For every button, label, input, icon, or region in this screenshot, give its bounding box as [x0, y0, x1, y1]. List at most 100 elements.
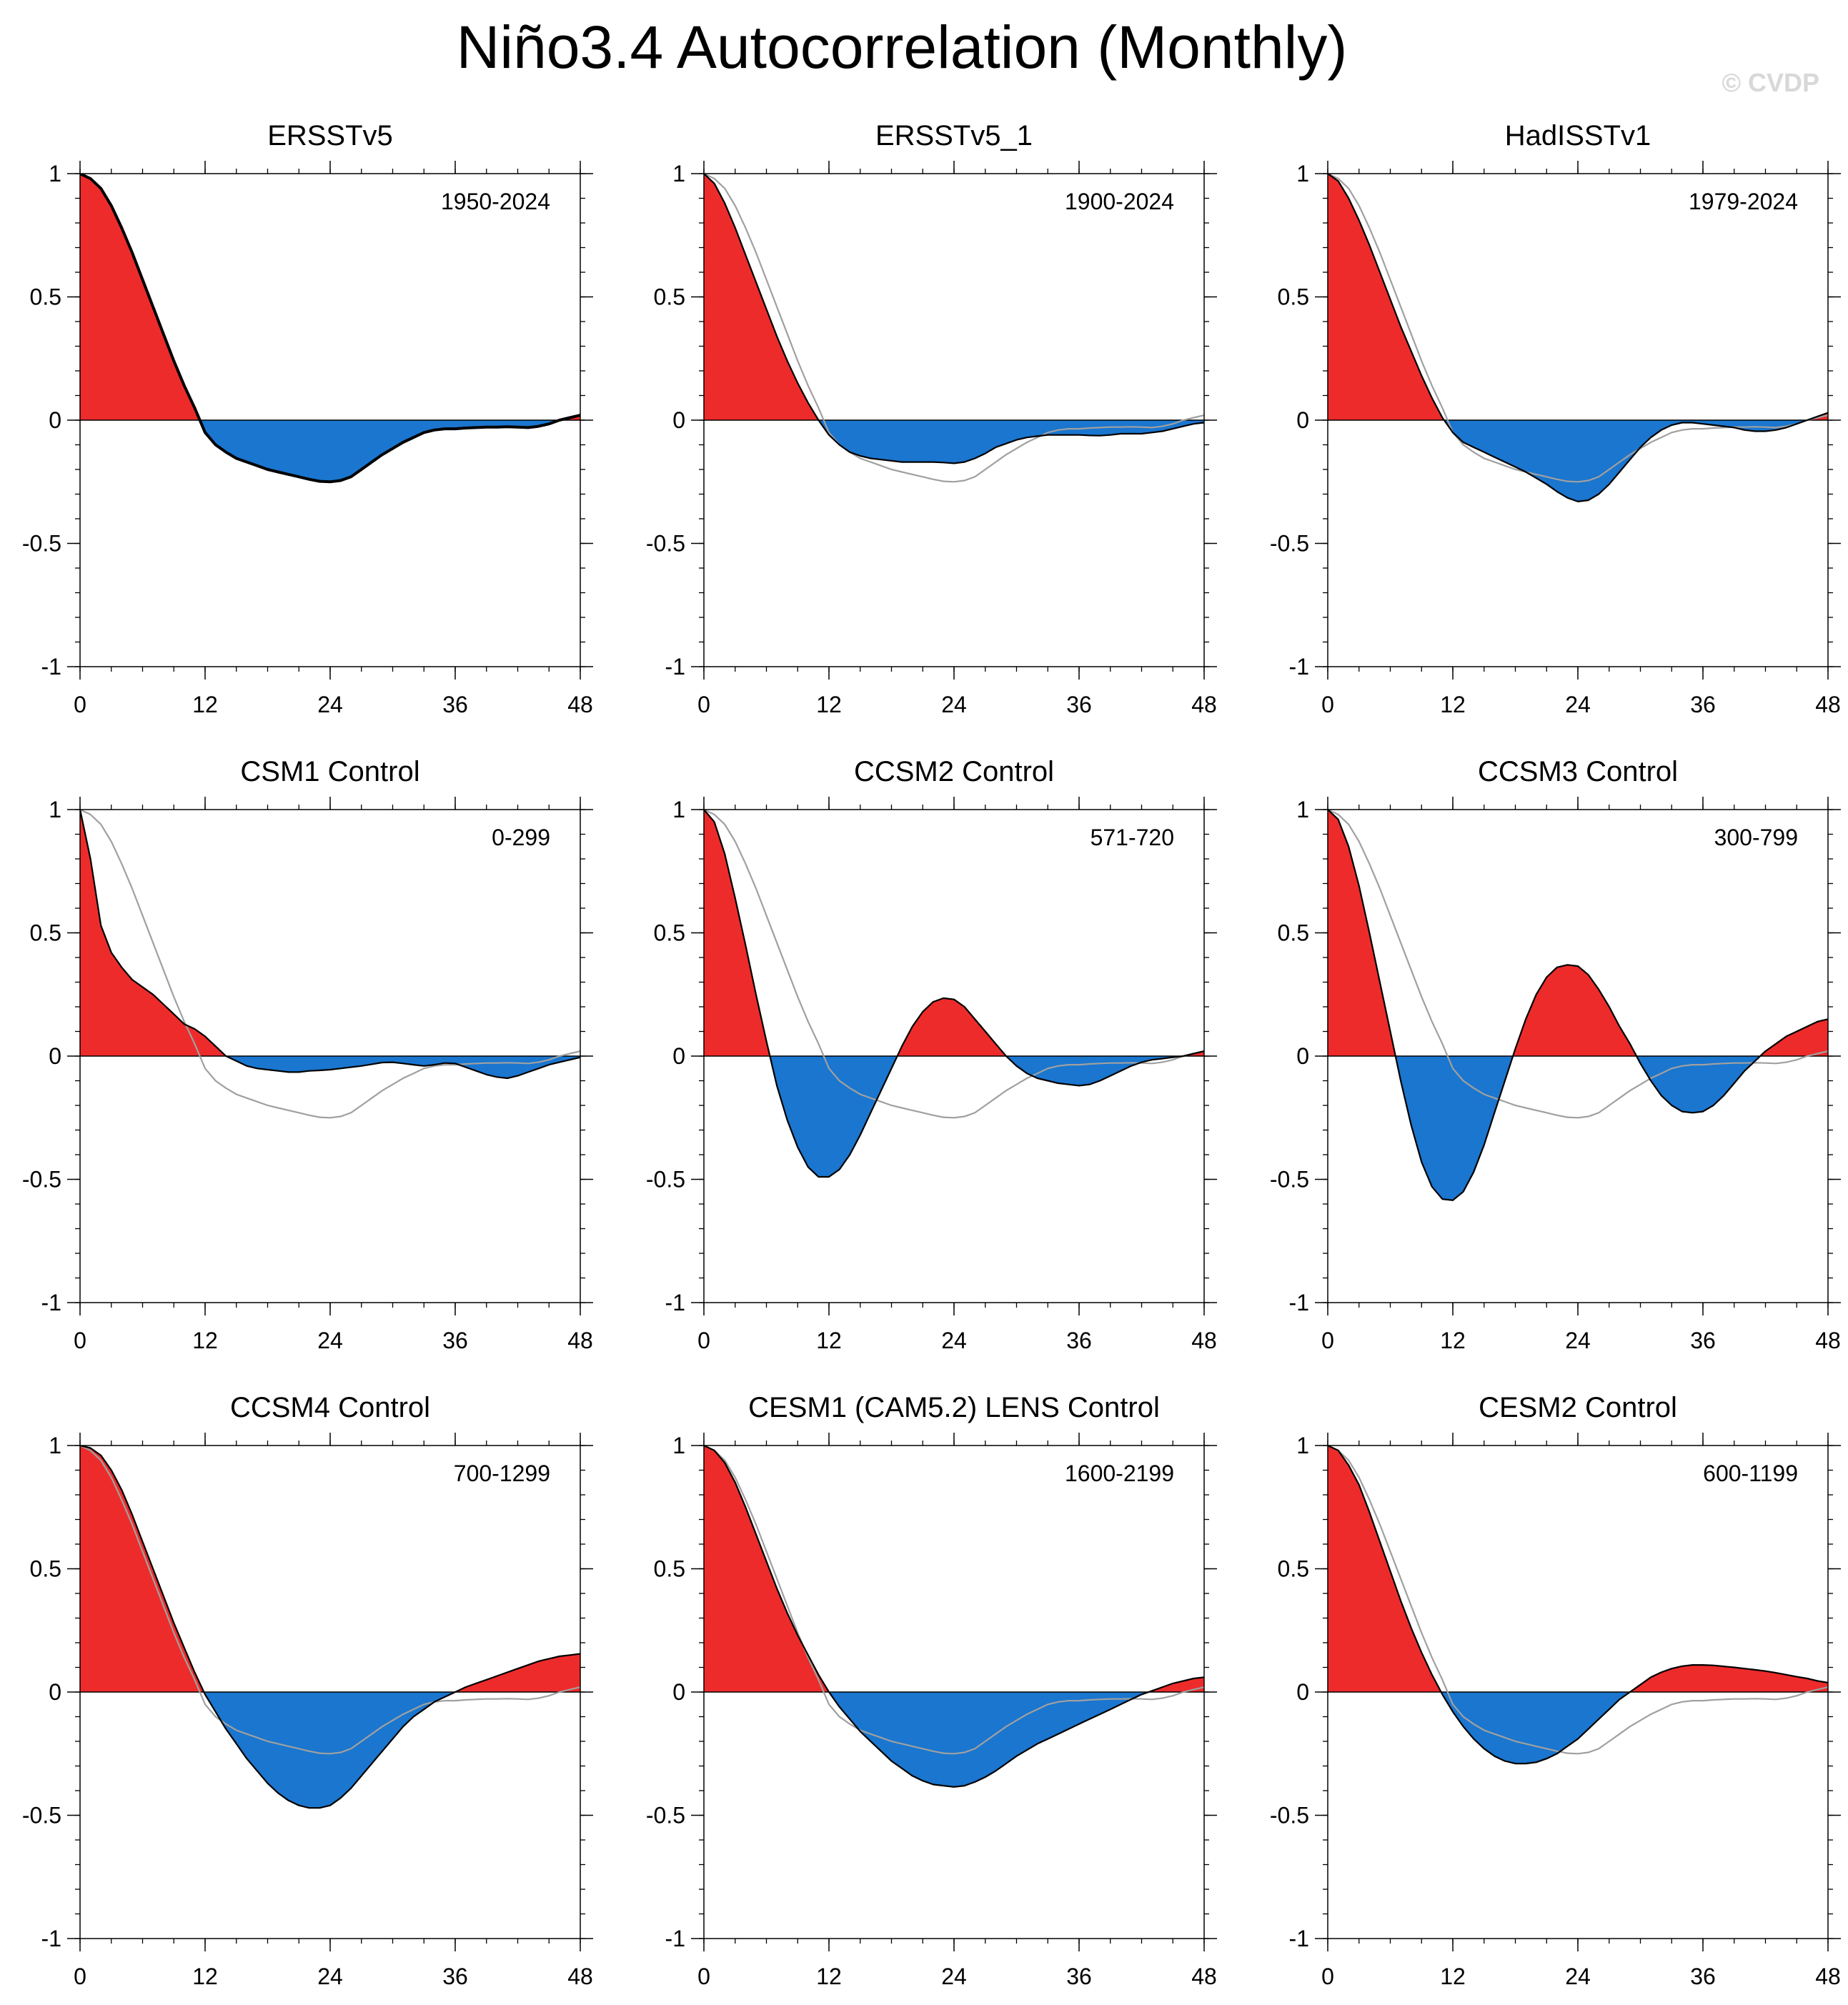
- positive-area: [80, 1446, 580, 1692]
- x-tick-label: 24: [941, 1964, 967, 1989]
- period-label: 571-720: [1091, 825, 1174, 850]
- series-line: [1328, 174, 1828, 502]
- y-tick-label: -0.5: [646, 531, 685, 557]
- period-label: 0-299: [492, 825, 550, 850]
- x-tick-label: 24: [941, 692, 967, 717]
- series-line: [704, 810, 1204, 1178]
- y-tick-label: 0.5: [654, 920, 685, 946]
- x-tick-label: 0: [74, 1964, 86, 1989]
- x-tick-label: 48: [567, 692, 593, 717]
- x-tick-label: 12: [192, 1964, 218, 1989]
- y-tick-label: -0.5: [22, 1803, 61, 1829]
- figure-title: Niño3.4 Autocorrelation (Monthly): [457, 14, 1348, 81]
- y-tick-label: 0: [1296, 1043, 1309, 1069]
- y-tick-label: -1: [1289, 654, 1309, 680]
- reference-line: [1328, 1446, 1828, 1755]
- x-tick-label: 24: [941, 1328, 967, 1353]
- x-tick-label: 48: [1815, 1964, 1841, 1989]
- chart-panel: 1 0.5 0 -0.5 -1 0 12 24 36 48 CSM1 Control 0-299: [22, 756, 593, 1353]
- x-tick-label: 12: [1440, 1964, 1466, 1989]
- chart-panel: 1 0.5 0 -0.5 -1 0 12 24 36 48 CESM2 Control 600-119…: [1270, 1392, 1841, 1989]
- x-tick-label: 24: [317, 1964, 343, 1989]
- positive-area: [1328, 810, 1828, 1056]
- y-tick-label: 1: [1296, 797, 1309, 822]
- negative-area: [1328, 420, 1828, 502]
- x-tick-label: 36: [1066, 692, 1092, 717]
- watermark: © CVDP: [1722, 68, 1819, 97]
- y-tick-label: -1: [665, 1290, 685, 1315]
- chart-panel: 1 0.5 0 -0.5 -1 0 12 24 36 48 CESM1 (CAM5.2) LENS …: [646, 1392, 1217, 1989]
- period-label: 300-799: [1714, 825, 1798, 850]
- series-line: [704, 174, 1204, 464]
- negative-area: [704, 1056, 1204, 1177]
- x-tick-label: 0: [1321, 1328, 1334, 1353]
- x-tick-label: 48: [567, 1328, 593, 1353]
- x-tick-label: 0: [1321, 692, 1334, 717]
- positive-area: [704, 810, 1204, 1056]
- period-label: 1900-2024: [1065, 189, 1174, 214]
- y-tick-label: -0.5: [1270, 1803, 1309, 1829]
- y-tick-label: -0.5: [1270, 1167, 1309, 1193]
- x-tick-label: 12: [192, 1328, 218, 1353]
- chart-panel: 1 0.5 0 -0.5 -1 0 12 24 36 48 CCSM3 Control 300-799: [1270, 756, 1841, 1353]
- series-line: [1328, 1446, 1828, 1765]
- positive-area: [1328, 174, 1828, 420]
- x-tick-label: 36: [1066, 1964, 1092, 1989]
- negative-area: [704, 1692, 1204, 1787]
- panel-title: CESM2 Control: [1479, 1392, 1677, 1423]
- x-tick-label: 12: [1440, 1328, 1466, 1353]
- x-tick-label: 48: [1191, 692, 1217, 717]
- y-tick-label: 1: [672, 797, 685, 822]
- x-tick-label: 12: [816, 1964, 842, 1989]
- positive-area: [704, 174, 1204, 420]
- reference-line: [80, 810, 580, 1119]
- y-tick-label: 1: [1296, 1433, 1309, 1458]
- panel-title: CCSM4 Control: [230, 1392, 430, 1423]
- y-tick-label: 1: [672, 1433, 685, 1458]
- x-tick-label: 48: [1191, 1964, 1217, 1989]
- period-label: 700-1299: [454, 1461, 550, 1486]
- y-tick-label: -1: [1289, 1926, 1309, 1951]
- x-tick-label: 24: [1565, 1964, 1591, 1989]
- reference-line: [704, 174, 1204, 483]
- chart-panel: 1 0.5 0 -0.5 -1 0 12 24 36 48 ERSSTv5 1950-2024: [22, 120, 593, 717]
- x-tick-label: 0: [697, 1328, 710, 1353]
- y-tick-label: 0: [672, 407, 685, 433]
- y-tick-label: 1: [672, 161, 685, 186]
- y-tick-label: 0: [672, 1679, 685, 1705]
- chart-panel: 1 0.5 0 -0.5 -1 0 12 24 36 48 ERSSTv5_1 1900-2024: [646, 120, 1217, 717]
- panel-grid: 1 0.5 0 -0.5 -1 0 12 24 36 48 ERSSTv5 1950-2024 1 0.5…: [22, 120, 1841, 1989]
- x-tick-label: 48: [1815, 1328, 1841, 1353]
- negative-area: [1328, 1056, 1828, 1200]
- panel-title: ERSSTv5: [267, 120, 393, 151]
- x-tick-label: 36: [1690, 1964, 1716, 1989]
- y-tick-label: 0.5: [30, 1556, 61, 1582]
- y-tick-label: 0: [1296, 407, 1309, 433]
- y-tick-label: 0.5: [1278, 284, 1309, 310]
- negative-area: [80, 420, 580, 482]
- y-tick-label: -1: [41, 1290, 61, 1315]
- panel-title: CCSM3 Control: [1478, 756, 1678, 787]
- y-tick-label: 0: [672, 1043, 685, 1069]
- negative-area: [1328, 1692, 1828, 1764]
- x-tick-label: 0: [697, 1964, 710, 1989]
- period-label: 1600-2199: [1065, 1461, 1174, 1486]
- y-tick-label: -0.5: [22, 1167, 61, 1193]
- y-tick-label: 0.5: [1278, 920, 1309, 946]
- reference-line: [1328, 810, 1828, 1119]
- x-tick-label: 12: [816, 692, 842, 717]
- y-tick-label: -0.5: [646, 1803, 685, 1829]
- period-label: 600-1199: [1703, 1461, 1798, 1486]
- y-tick-label: 1: [49, 161, 61, 186]
- panel-title: CSM1 Control: [240, 756, 419, 787]
- chart-panel: 1 0.5 0 -0.5 -1 0 12 24 36 48 HadISSTv1 1979-2024: [1270, 120, 1841, 717]
- x-tick-label: 48: [567, 1964, 593, 1989]
- x-tick-label: 36: [1066, 1328, 1092, 1353]
- x-tick-label: 36: [1690, 692, 1716, 717]
- x-tick-label: 12: [1440, 692, 1466, 717]
- series-line: [80, 810, 580, 1080]
- x-tick-label: 36: [442, 1964, 468, 1989]
- reference-line: [704, 1446, 1204, 1755]
- y-tick-label: 0.5: [654, 1556, 685, 1582]
